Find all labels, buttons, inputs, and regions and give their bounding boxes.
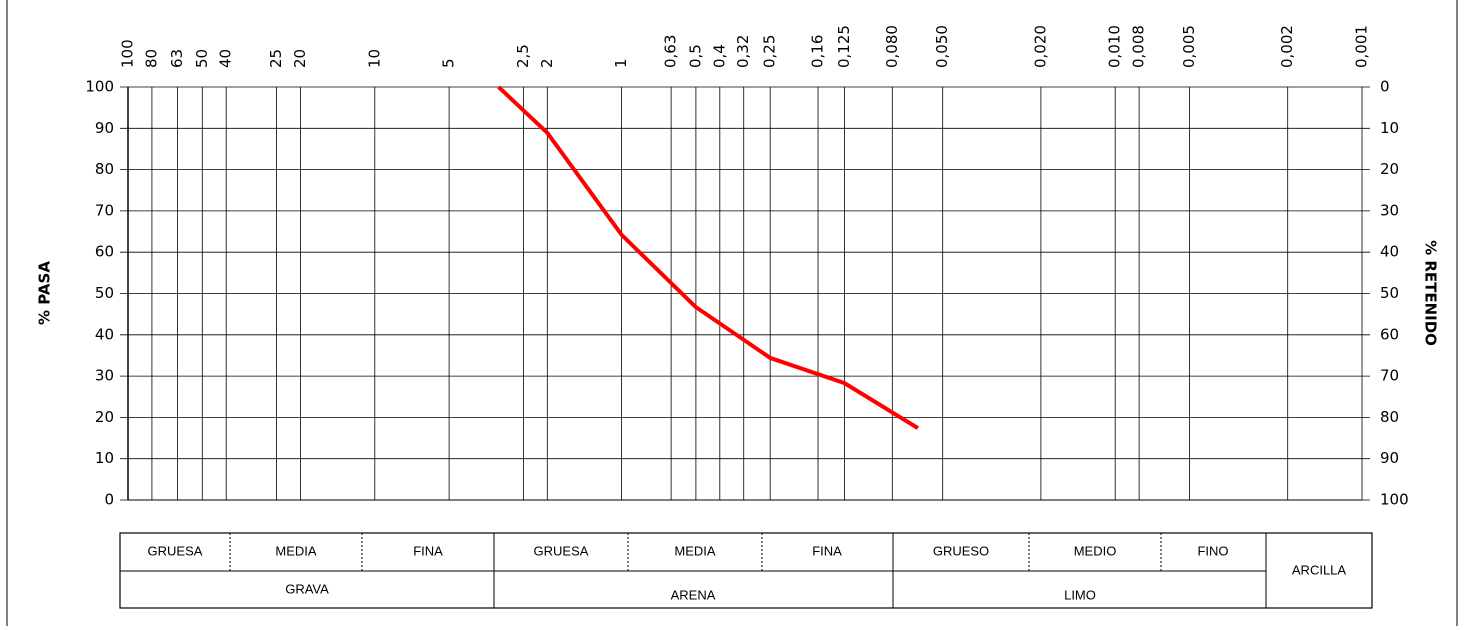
x-tick-label: 2,5	[514, 44, 532, 68]
x-tick-label: 0,080	[883, 25, 901, 68]
y2-tick-label: 10	[1380, 119, 1399, 137]
x-tick-label: 0,050	[933, 25, 951, 68]
x-tick-label: 0,010	[1106, 25, 1124, 68]
class-label: ARENA	[671, 587, 716, 602]
class-label: FINA	[413, 543, 443, 558]
frame	[6, 0, 1458, 630]
y-axis-label: % PASA	[36, 261, 54, 325]
class-label: MEDIO	[1074, 543, 1117, 558]
x-tick-label: 63	[168, 49, 186, 68]
x-tick-label: 0,002	[1278, 25, 1296, 68]
x-tick-label: 0,125	[835, 25, 853, 68]
x-tick-label: 0,008	[1130, 25, 1148, 68]
x-tick-label: 0,63	[662, 35, 680, 68]
x-tick-label: 2	[538, 58, 556, 68]
x-tick-label: 0,020	[1031, 25, 1049, 68]
y-tick-label: 70	[95, 201, 114, 219]
class-label: MEDIA	[674, 543, 716, 558]
y-tick-label: 0	[104, 491, 114, 509]
class-label: GRUESO	[933, 543, 989, 558]
y2-tick-label: 80	[1380, 408, 1399, 426]
x-tick-label: 0,16	[809, 35, 827, 68]
y2-tick-label: 90	[1380, 449, 1399, 467]
y-tick-label: 10	[95, 449, 114, 467]
y2-tick-label: 20	[1380, 160, 1399, 178]
x-tick-label: 0,25	[761, 35, 779, 68]
y2-tick-label: 30	[1380, 201, 1399, 219]
data-line	[497, 85, 919, 430]
class-label: LIMO	[1064, 587, 1096, 602]
y-tick-label: 50	[95, 284, 114, 302]
classification-table	[119, 532, 1373, 609]
x-tick-label: 0,005	[1180, 25, 1198, 68]
y-tick-label: 80	[95, 160, 114, 178]
x-tick-label: 5	[440, 58, 458, 68]
class-label: GRUESA	[148, 543, 203, 558]
y2-tick-label: 0	[1380, 78, 1390, 96]
class-label: MEDIA	[275, 543, 317, 558]
y2-tick-label: 60	[1380, 325, 1399, 343]
class-label: GRUESA	[534, 543, 589, 558]
y-tick-label: 40	[95, 325, 114, 343]
y-tick-label: 90	[95, 119, 114, 137]
class-label: ARCILLA	[1292, 562, 1347, 577]
x-tick-label: 40	[217, 49, 235, 68]
x-tick-label: 0,4	[710, 44, 728, 68]
x-tick-label: 10	[365, 49, 383, 68]
y-tick-label: 30	[95, 367, 114, 385]
y-tick-label: 60	[95, 243, 114, 261]
y-tick-label: 20	[95, 408, 114, 426]
x-tick-label: 0,32	[734, 35, 752, 68]
x-tick-label: 50	[193, 49, 211, 68]
y2-axis-label: % RETENIDO	[1422, 240, 1440, 346]
y2-tick-label: 50	[1380, 284, 1399, 302]
x-tick-label: 1	[612, 58, 630, 68]
x-tick-label: 0,5	[686, 44, 704, 68]
x-tick-label: 25	[267, 49, 285, 68]
x-tick-label: 100	[119, 39, 137, 68]
y2-tick-label: 100	[1380, 491, 1409, 509]
class-label: FINO	[1197, 543, 1228, 558]
class-label: FINA	[812, 543, 842, 558]
x-tick-label: 20	[291, 49, 309, 68]
class-label: GRAVA	[285, 581, 329, 596]
x-tick-label: 0,001	[1353, 25, 1371, 68]
y-tick-label: 100	[85, 78, 114, 96]
y2-tick-label: 70	[1380, 367, 1399, 385]
y2-tick-label: 40	[1380, 243, 1399, 261]
x-tick-label: 80	[142, 49, 160, 68]
